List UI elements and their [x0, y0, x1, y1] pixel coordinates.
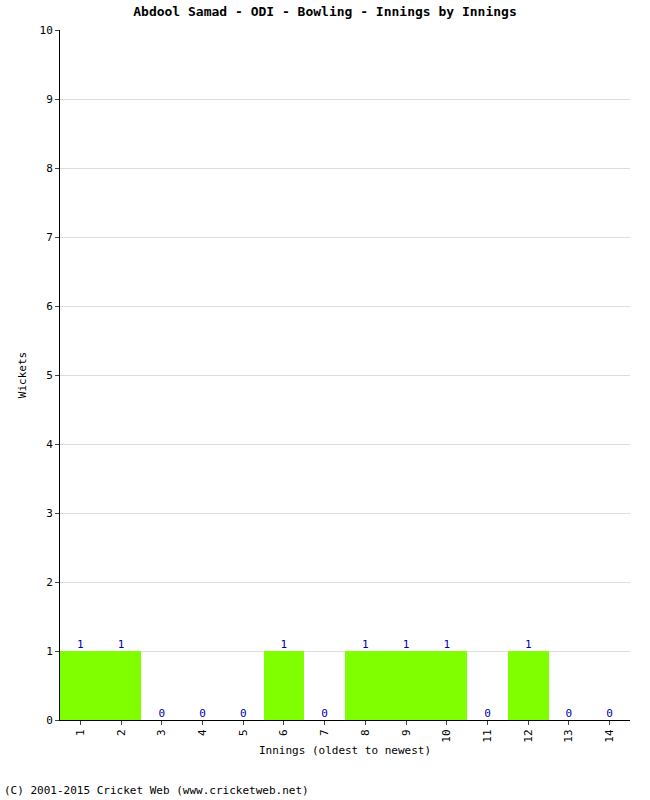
svg-text:10: 10 [40, 24, 53, 37]
svg-text:14: 14 [603, 729, 616, 743]
svg-text:10: 10 [440, 729, 453, 742]
svg-text:4: 4 [46, 438, 53, 451]
svg-text:7: 7 [318, 729, 331, 736]
svg-text:0: 0 [158, 707, 165, 720]
svg-text:(C) 2001-2015 Cricket Web (www: (C) 2001-2015 Cricket Web (www.cricketwe… [4, 784, 309, 797]
svg-text:5: 5 [46, 369, 53, 382]
svg-text:3: 3 [155, 729, 168, 736]
svg-text:1: 1 [403, 638, 410, 651]
svg-text:0: 0 [46, 714, 53, 727]
svg-text:0: 0 [484, 707, 491, 720]
svg-text:3: 3 [46, 507, 53, 520]
svg-text:4: 4 [196, 729, 209, 736]
svg-text:1: 1 [74, 729, 87, 736]
svg-text:0: 0 [321, 707, 328, 720]
svg-text:Abdool Samad - ODI - Bowling -: Abdool Samad - ODI - Bowling - Innings b… [133, 4, 517, 19]
svg-text:13: 13 [563, 729, 576, 742]
svg-text:2: 2 [115, 729, 128, 736]
svg-text:6: 6 [278, 729, 291, 736]
svg-text:2: 2 [46, 576, 53, 589]
svg-text:1: 1 [118, 638, 125, 651]
svg-text:1: 1 [77, 638, 84, 651]
svg-text:0: 0 [566, 707, 573, 720]
svg-text:5: 5 [237, 729, 250, 736]
svg-text:0: 0 [606, 707, 613, 720]
svg-text:12: 12 [522, 729, 535, 742]
svg-text:Wickets: Wickets [16, 352, 29, 398]
svg-text:6: 6 [46, 300, 53, 313]
svg-text:1: 1 [443, 638, 450, 651]
svg-text:11: 11 [481, 729, 494, 742]
svg-text:7: 7 [46, 231, 53, 244]
svg-text:1: 1 [362, 638, 369, 651]
svg-text:1: 1 [281, 638, 288, 651]
svg-text:Innings (oldest to newest): Innings (oldest to newest) [259, 744, 431, 757]
svg-text:8: 8 [359, 729, 372, 736]
svg-text:0: 0 [240, 707, 247, 720]
svg-text:9: 9 [400, 729, 413, 736]
svg-text:1: 1 [525, 638, 532, 651]
svg-text:0: 0 [199, 707, 206, 720]
svg-text:9: 9 [46, 93, 53, 106]
svg-text:8: 8 [46, 162, 53, 175]
svg-text:1: 1 [46, 645, 53, 658]
